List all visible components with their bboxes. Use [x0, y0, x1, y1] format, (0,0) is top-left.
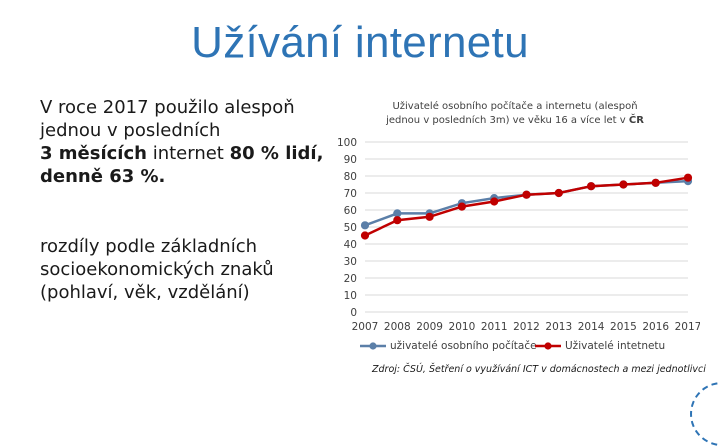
differences-line-2: socioekonomických znaků: [40, 259, 274, 280]
usage-line-chart: 0 10 20 30 40 50 60 70 80 90 100 2007 2008 2009 2010 20…: [337, 137, 700, 333]
y-tick-label: 90: [344, 154, 357, 166]
series-point: [360, 221, 370, 230]
series-point: [587, 182, 596, 191]
series-point: [651, 178, 660, 187]
summary-bold-daily: denně 63 %.: [40, 166, 166, 187]
x-tick-label: 2010: [449, 321, 476, 333]
legend-marker-icon: [535, 342, 561, 350]
y-tick-label: 20: [344, 273, 357, 285]
series-point: [490, 197, 499, 206]
page-title: Užívání internetu: [191, 18, 529, 67]
chart-title-line-1: Uživatelé osobního počítače a internetu …: [392, 101, 638, 112]
x-tick-label: 2011: [481, 321, 508, 333]
summary-bold-period: 3 měsících: [40, 143, 147, 164]
legend-item: uživatelé osobního počítače: [360, 340, 537, 352]
chart-title-country: ČR: [628, 115, 644, 126]
y-tick-label: 30: [344, 256, 357, 268]
series-point: [522, 190, 531, 199]
y-tick-label: 80: [344, 171, 357, 183]
chart-title: Uživatelé osobního počítače a internetu …: [360, 100, 670, 128]
summary-bold-percent: 80 % lidí,: [229, 143, 324, 164]
y-tick-label: 50: [344, 222, 357, 234]
series-point: [360, 231, 370, 240]
summary-line-1: V roce 2017 použilo alespoň: [40, 97, 295, 118]
y-tick-label: 60: [344, 205, 357, 217]
x-tick-label: 2009: [416, 321, 443, 333]
legend-item: Uživatelé intetnetu: [535, 340, 665, 352]
chart-title-line-2: jednou v posledních 3m) ve věku 16 a víc…: [386, 115, 629, 126]
legend-marker-icon: [360, 342, 386, 350]
y-tick-label: 0: [350, 307, 357, 319]
summary-line-2: jednou v posledních: [40, 120, 221, 141]
x-tick-label: 2016: [642, 321, 669, 333]
series-point: [393, 216, 402, 225]
legend-label: uživatelé osobního počítače: [390, 340, 537, 352]
series-point: [457, 202, 466, 211]
series-point: [683, 173, 693, 182]
x-tick-label: 2013: [545, 321, 572, 333]
x-tick-label: 2017: [675, 321, 700, 333]
x-tick-label: 2007: [352, 321, 379, 333]
series-point: [393, 209, 402, 218]
differences-text: rozdíly podle základních socioekonomický…: [40, 235, 340, 304]
differences-line-3: (pohlaví, věk, vzdělání): [40, 282, 250, 303]
summary-line-4: denně 63 %.: [40, 165, 340, 188]
decorative-dashed-circle: [690, 382, 720, 446]
y-tick-label: 70: [344, 188, 357, 200]
x-tick-label: 2012: [513, 321, 540, 333]
x-tick-label: 2014: [578, 321, 605, 333]
y-tick-label: 10: [344, 290, 357, 302]
usage-summary-text: V roce 2017 použilo alespoň jednou v pos…: [40, 96, 340, 188]
series-point: [425, 212, 434, 221]
x-tick-label: 2008: [384, 321, 411, 333]
y-tick-label: 40: [344, 239, 357, 251]
source-note: Zdroj: ČSÚ, Šetření o využívání ICT v do…: [372, 364, 706, 375]
legend-label: Uživatelé intetnetu: [565, 340, 666, 352]
summary-line-3: 3 měsících internet 80 % lidí,: [40, 142, 340, 165]
x-tick-label: 2015: [610, 321, 637, 333]
y-tick-label: 100: [337, 137, 357, 149]
summary-text-internet: internet: [146, 143, 230, 164]
differences-line-1: rozdíly podle základních: [40, 236, 258, 257]
series-point: [619, 180, 628, 189]
series-point: [554, 188, 563, 198]
